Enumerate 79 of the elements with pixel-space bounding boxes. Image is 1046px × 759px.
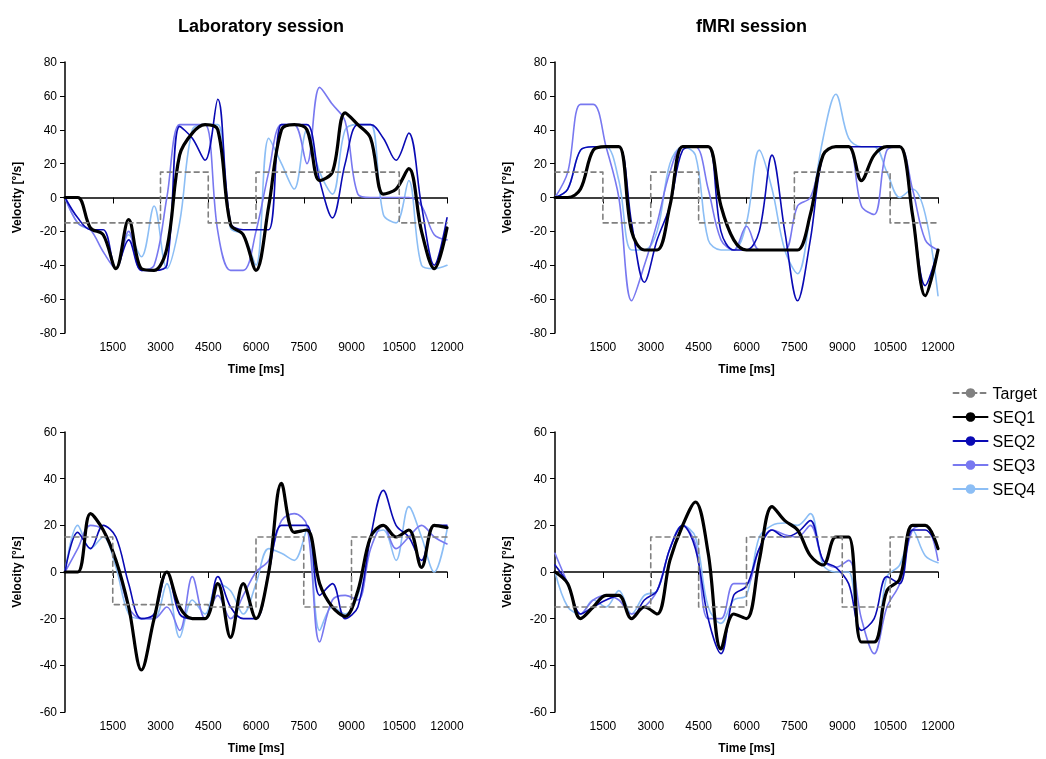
- y-tick-label: 40: [43, 122, 58, 137]
- y-tick-label: 0: [540, 565, 548, 579]
- x-tick-label: 9000: [338, 340, 366, 354]
- y-tick-label: -20: [39, 611, 58, 626]
- y-tick-label: 40: [43, 471, 58, 486]
- y-tick-label: 20: [43, 518, 58, 533]
- y-axis-title: Velocity [°/s]: [500, 161, 514, 234]
- x-tick-label: 3000: [637, 340, 665, 354]
- x-tick-label: 12000: [921, 719, 956, 733]
- y-axis-title: Velocity [°/s]: [10, 536, 24, 608]
- y-tick-label: -40: [39, 658, 58, 673]
- x-tick-label: 9000: [828, 719, 856, 733]
- y-tick-label: 20: [43, 156, 58, 171]
- legend-label: SEQ4: [992, 480, 1036, 498]
- y-tick-label: 40: [533, 122, 548, 137]
- x-tick-label: 7500: [290, 719, 318, 733]
- legend-label: SEQ3: [992, 456, 1036, 474]
- legend-label: SEQ2: [992, 432, 1036, 450]
- x-tick-label: 3000: [147, 340, 175, 354]
- x-axis-title: Time [ms]: [718, 362, 775, 376]
- x-tick-label: 6000: [733, 719, 761, 733]
- chart-title: fMRI session: [695, 16, 808, 36]
- x-tick-label: 1500: [589, 719, 617, 733]
- legend-label: SEQ1: [992, 408, 1036, 426]
- y-tick-label: 60: [533, 88, 548, 103]
- x-tick-label: 12000: [430, 340, 465, 354]
- y-tick-label: 80: [43, 55, 58, 69]
- x-tick-label: 12000: [921, 340, 956, 354]
- y-tick-label: -80: [529, 326, 548, 340]
- y-axis-title: Velocity [°/s]: [10, 161, 24, 234]
- y-tick-label: -20: [529, 611, 548, 626]
- y-tick-label: -40: [39, 258, 58, 273]
- y-tick-label: -60: [529, 705, 548, 719]
- x-tick-label: 3000: [147, 719, 175, 733]
- y-tick-label: 20: [533, 156, 548, 171]
- y-tick-label: 0: [50, 190, 58, 205]
- x-tick-label: 1500: [99, 719, 127, 733]
- x-tick-label: 4500: [685, 719, 713, 733]
- x-tick-label: 6000: [242, 340, 270, 354]
- x-tick-label: 12000: [430, 719, 465, 733]
- x-tick-label: 7500: [781, 719, 809, 733]
- y-tick-label: 60: [43, 88, 58, 103]
- y-tick-label: -20: [529, 224, 548, 239]
- y-tick-label: -60: [529, 292, 548, 307]
- y-tick-label: -40: [529, 258, 548, 273]
- x-tick-label: 9000: [338, 719, 366, 733]
- legend-label: Target: [992, 384, 1038, 402]
- x-tick-label: 10500: [873, 340, 908, 354]
- x-tick-label: 10500: [382, 719, 417, 733]
- x-axis-title: Time [ms]: [227, 362, 285, 376]
- y-tick-label: 60: [533, 425, 548, 439]
- y-tick-label: 0: [540, 190, 548, 205]
- x-tick-label: 1500: [589, 340, 617, 354]
- x-axis-title: Time [ms]: [718, 741, 775, 755]
- y-axis-title: Velocity [°/s]: [500, 536, 514, 608]
- x-tick-label: 9000: [828, 340, 856, 354]
- x-tick-label: 6000: [733, 340, 761, 354]
- y-tick-label: 20: [533, 518, 548, 533]
- chart-title: Laboratory session: [177, 16, 345, 36]
- y-tick-label: -80: [39, 326, 58, 340]
- y-tick-label: -60: [39, 705, 58, 719]
- y-tick-label: -60: [39, 292, 58, 307]
- y-tick-label: 80: [533, 55, 548, 69]
- y-tick-label: -20: [39, 224, 58, 239]
- y-tick-label: 40: [533, 471, 548, 486]
- x-tick-label: 10500: [382, 340, 417, 354]
- x-tick-label: 3000: [637, 719, 665, 733]
- x-tick-label: 4500: [194, 719, 222, 733]
- x-tick-label: 4500: [685, 340, 713, 354]
- x-tick-label: 1500: [99, 340, 127, 354]
- x-tick-label: 7500: [290, 340, 318, 354]
- y-tick-label: 0: [50, 565, 58, 579]
- x-tick-label: 10500: [873, 719, 908, 733]
- y-tick-label: 60: [43, 425, 58, 439]
- x-tick-label: 6000: [242, 719, 270, 733]
- x-tick-label: 4500: [194, 340, 222, 354]
- x-axis-title: Time [ms]: [227, 741, 285, 755]
- x-tick-label: 7500: [781, 340, 809, 354]
- y-tick-label: -40: [529, 658, 548, 673]
